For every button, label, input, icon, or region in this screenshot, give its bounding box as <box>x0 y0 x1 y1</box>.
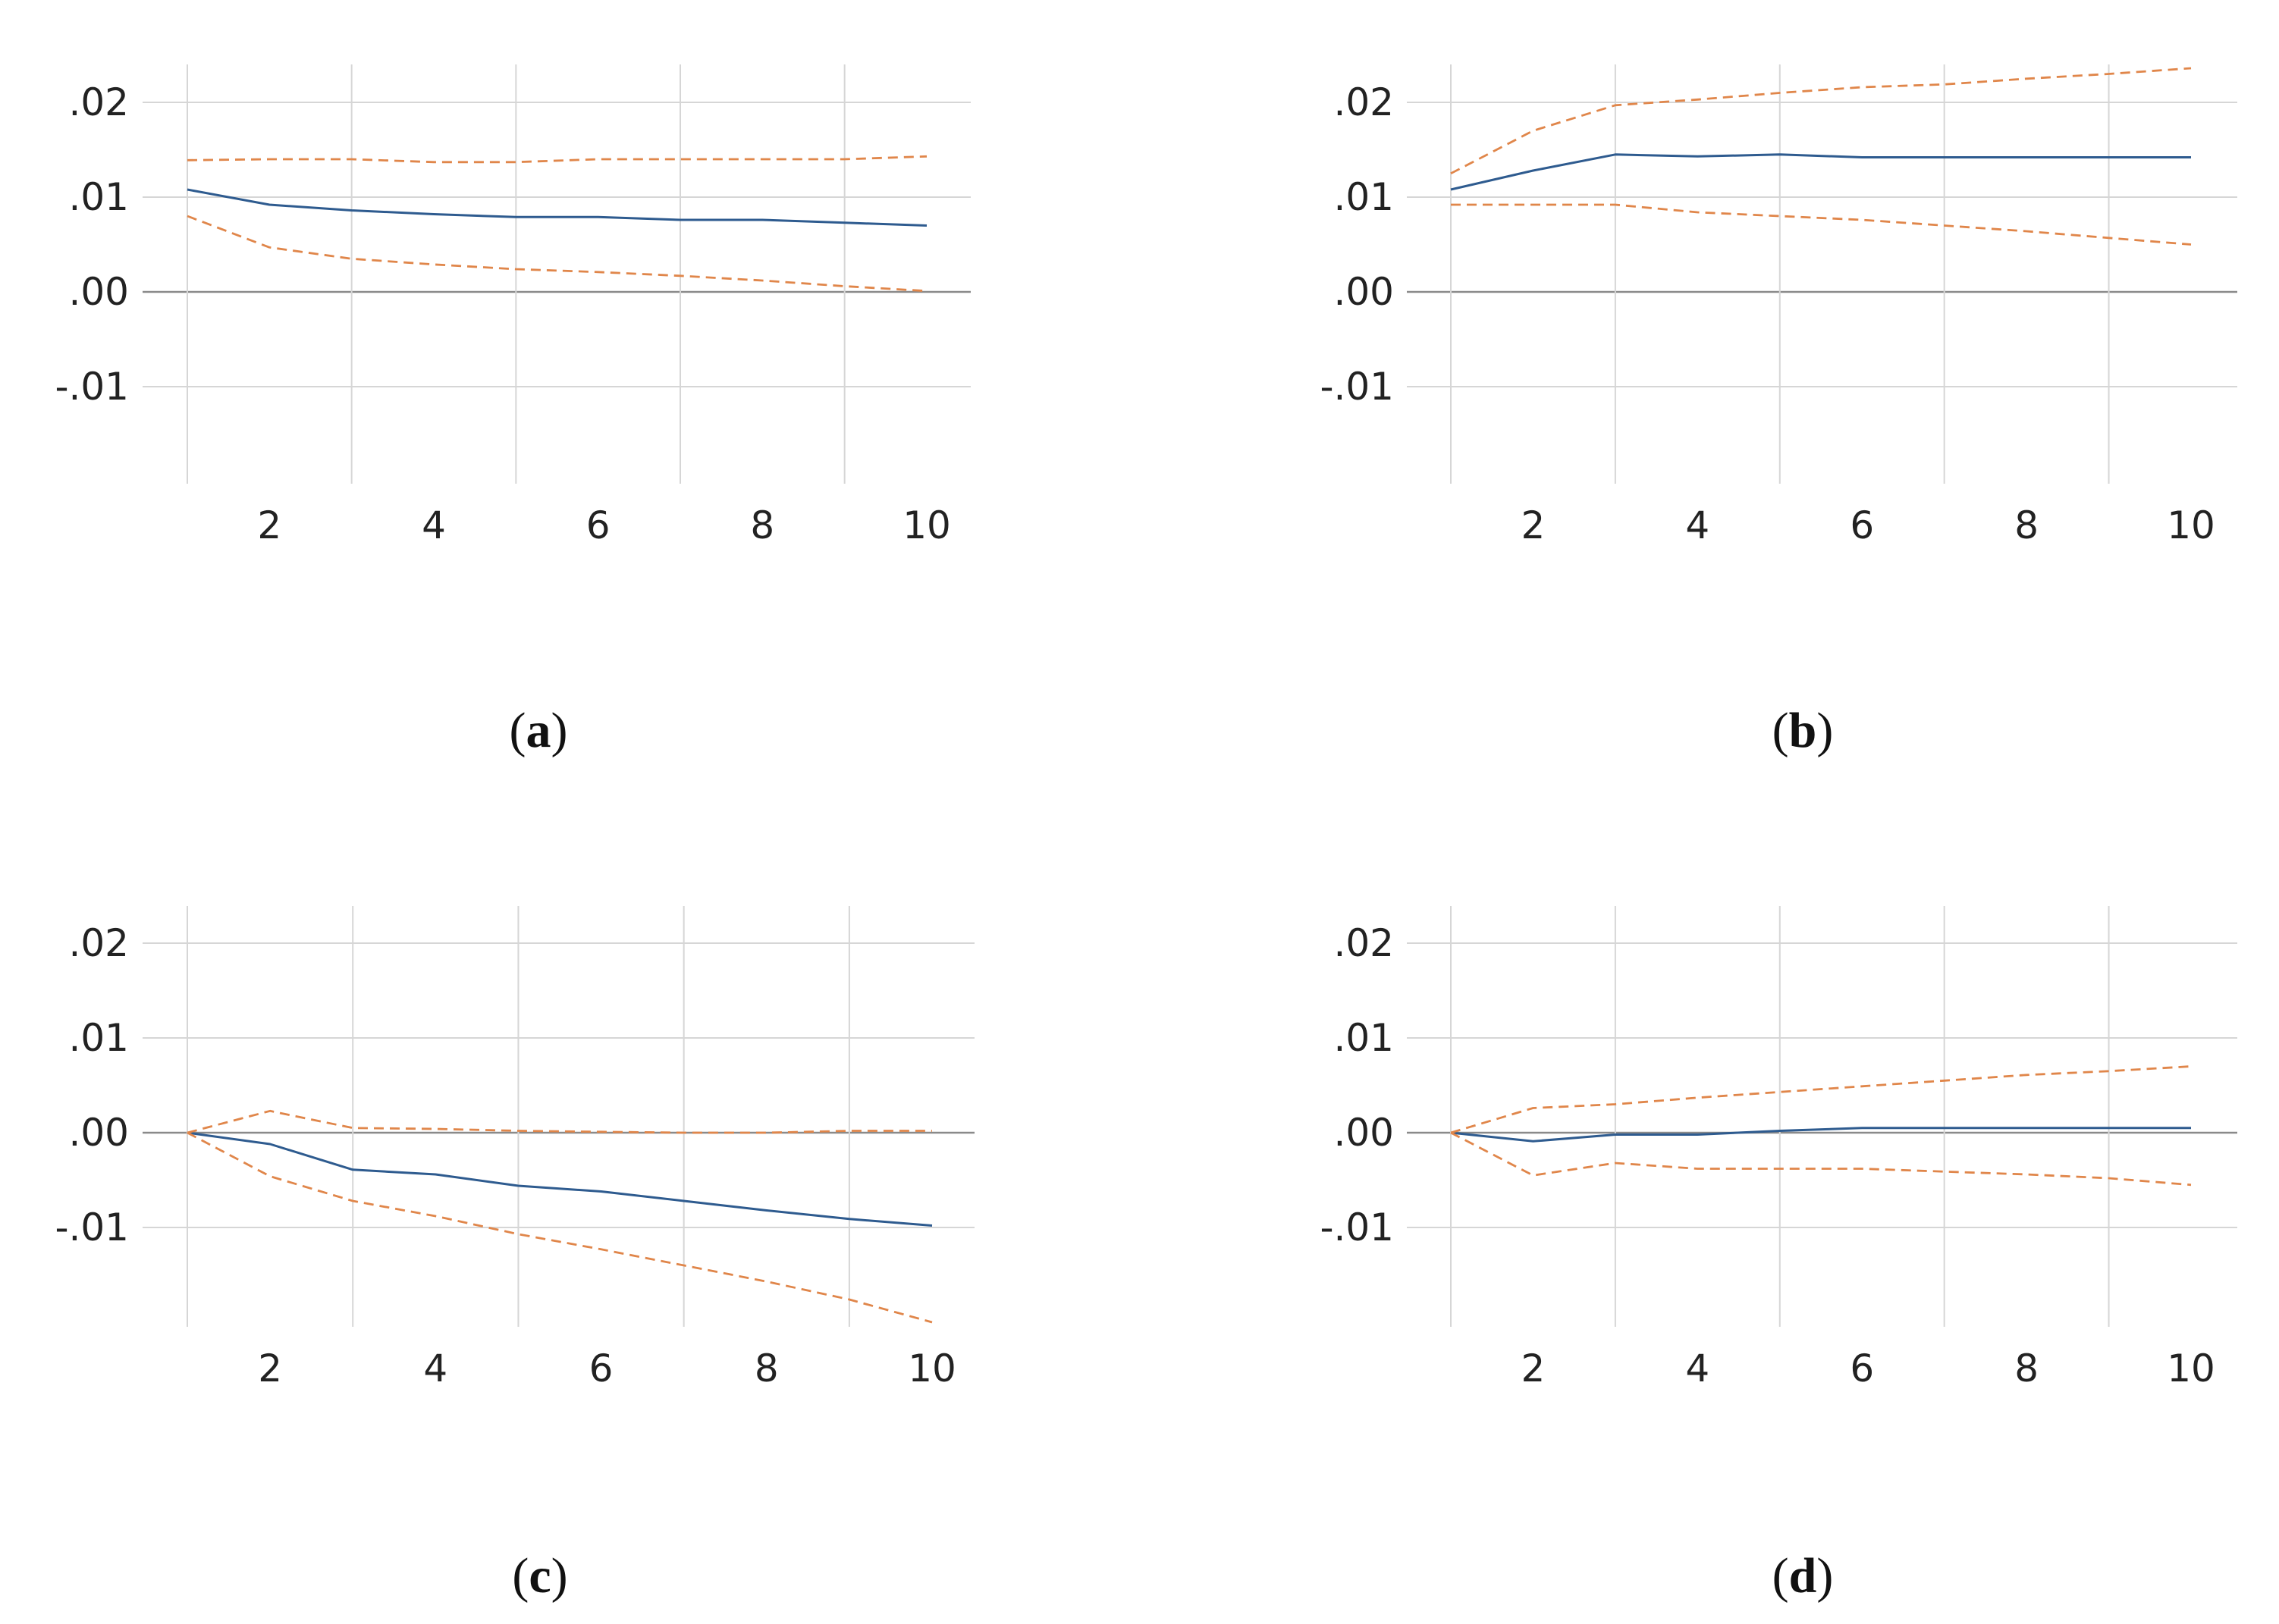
lower-band-line <box>187 215 928 293</box>
x-tick-label: 2 <box>258 1347 282 1390</box>
lower-band-line <box>1451 203 2192 246</box>
y-tick-label: .01 <box>1333 1016 1394 1060</box>
panel-a: .02 .01 .00 -.01 2 4 6 8 10 (a) <box>55 64 971 758</box>
panel-d: .02 .01 .00 -.01 2 4 6 8 10 (d) <box>1320 906 2237 1604</box>
y-tick-label: .01 <box>1333 175 1394 219</box>
x-tick-label: 8 <box>2014 1347 2039 1390</box>
x-tick-label: 6 <box>586 503 611 547</box>
y-tick-label: -.01 <box>1320 365 1394 409</box>
upper-band-line <box>1450 1065 2192 1134</box>
caption-letter: b <box>1789 703 1817 758</box>
caption-open-paren: ( <box>1772 1548 1789 1604</box>
y-tick-label: .02 <box>68 921 129 965</box>
panel-caption: (a) <box>510 703 568 758</box>
y-tick-label: .02 <box>1333 921 1394 965</box>
x-tick-label: 8 <box>755 1347 779 1390</box>
caption-open-paren: ( <box>512 1548 529 1604</box>
caption-close-paren: ) <box>1816 1548 1833 1604</box>
caption-letter: c <box>529 1548 551 1604</box>
x-tick-label: 2 <box>1521 503 1546 547</box>
x-tick-label: 6 <box>1850 503 1874 547</box>
x-tick-label: 4 <box>422 503 446 547</box>
x-tick-label: 6 <box>589 1347 614 1390</box>
lower-band-line <box>187 1131 933 1324</box>
caption-open-paren: ( <box>1772 703 1789 758</box>
x-tick-label: 2 <box>1521 1347 1546 1390</box>
x-tick-label: 10 <box>2167 1347 2215 1390</box>
response-line <box>1450 153 2191 191</box>
panel-c: .02 .01 .00 -.01 2 4 6 8 10 (c) <box>55 906 975 1604</box>
x-tick-label: 10 <box>908 1347 956 1390</box>
y-tick-label: .02 <box>1333 80 1394 124</box>
caption-open-paren: ( <box>510 703 526 758</box>
panel-caption: (d) <box>1772 1548 1834 1604</box>
x-tick-label: 10 <box>902 503 951 547</box>
y-tick-label: -.01 <box>55 365 129 409</box>
response-line <box>187 188 928 227</box>
caption-close-paren: ) <box>551 1548 568 1604</box>
y-tick-label: .00 <box>68 1111 129 1155</box>
y-tick-label: .01 <box>68 175 129 219</box>
y-tick-label: .00 <box>1333 270 1394 314</box>
y-tick-label: -.01 <box>55 1205 129 1249</box>
caption-letter: a <box>526 703 551 758</box>
x-tick-label: 4 <box>423 1347 447 1390</box>
x-tick-label: 2 <box>257 503 281 547</box>
x-tick-label: 6 <box>1850 1347 1874 1390</box>
response-line <box>187 1131 933 1227</box>
x-tick-label: 4 <box>1685 1347 1709 1390</box>
y-tick-label: -.01 <box>1320 1205 1394 1249</box>
panel-b: .02 .01 .00 -.01 2 4 6 8 10 (b) <box>1320 64 2237 758</box>
x-tick-label: 10 <box>2167 503 2215 547</box>
response-line <box>1450 1127 2191 1143</box>
x-tick-label: 8 <box>2014 503 2039 547</box>
panel-caption: (c) <box>512 1548 567 1604</box>
y-tick-label: .02 <box>68 80 129 124</box>
caption-close-paren: ) <box>551 703 568 758</box>
x-tick-label: 4 <box>1685 503 1709 547</box>
panel-caption: (b) <box>1772 703 1834 758</box>
x-tick-label: 8 <box>750 503 774 547</box>
upper-band-line <box>1450 67 2192 175</box>
y-tick-label: .00 <box>68 270 129 314</box>
y-tick-label: .01 <box>68 1016 129 1060</box>
y-tick-label: .00 <box>1333 1111 1394 1155</box>
upper-band-line <box>187 155 928 164</box>
caption-close-paren: ) <box>1816 703 1833 758</box>
upper-band-line <box>187 1109 932 1134</box>
caption-letter: d <box>1789 1548 1817 1604</box>
lower-band-line <box>1450 1131 2192 1187</box>
